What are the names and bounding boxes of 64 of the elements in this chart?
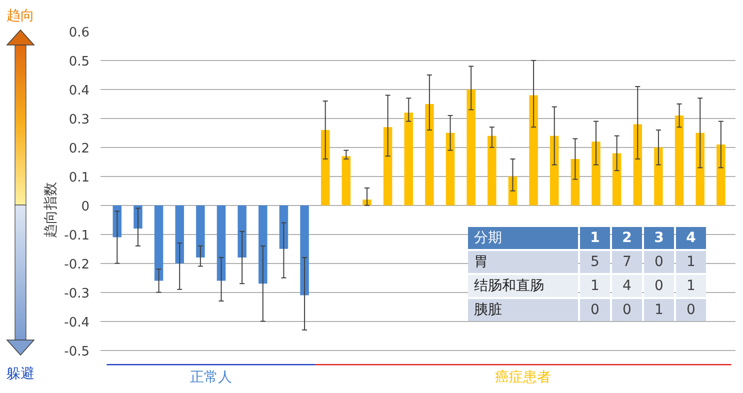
bar [320,130,330,206]
x-tick-label: 1 [580,227,610,249]
bar [592,142,600,206]
y-tick-label: -0.4 [64,315,90,330]
bar [570,159,580,206]
x-axis-title: 分期 [468,227,578,249]
bar [238,205,246,258]
bar [466,89,476,206]
x-tick-label: 3 [644,227,674,249]
bar [216,205,226,281]
data-label: 1 [676,275,706,297]
text: 趋向 [6,7,34,23]
bar [300,205,309,296]
data-label: 5 [580,251,610,273]
bar [674,116,684,206]
y-tick-label: 0.5 [68,54,90,70]
y-tick-label: 0.1 [68,170,90,186]
y-axis-title: 趋向指数 [43,182,60,238]
bar [446,132,455,206]
y-tick-label: -0.5 [64,344,90,360]
data-label: 0 [676,299,706,321]
bar [279,205,288,249]
data-label: 4 [612,275,642,297]
data-label: 7 [612,251,642,273]
data-label: 0 [612,299,642,321]
bar [258,205,268,284]
x-tick-label: 2 [612,227,642,249]
y-tick-label: 0.4 [68,83,90,98]
bar [716,144,726,206]
data-label: 0 [580,299,610,321]
bar [696,132,704,206]
y-tick-label: -0.2 [64,257,90,272]
bar [488,136,496,206]
y-tick-label: 结肠和直肠 [468,275,578,297]
data-label: 1 [644,299,674,321]
text: 癌症患者 [495,369,552,386]
bar [633,124,642,206]
bar [383,127,392,206]
y-tick-label: 0.6 [68,26,90,40]
y-tick-label: 胰脏 [468,299,578,321]
bar [529,95,538,206]
bar [196,205,205,258]
data-label: 0 [644,251,674,273]
y-tick-label: 0.3 [68,112,90,128]
text: 正常人 [190,369,232,386]
bar [550,136,559,206]
y-tick-label: 0.2 [68,141,90,156]
bar [654,147,663,206]
text: 躲避 [6,365,34,381]
bar [425,104,434,206]
y-tick-label: -0.3 [64,286,90,302]
y-tick-label: 0 [81,199,90,214]
bar [154,205,164,281]
y-tick-label: 胃 [468,251,578,273]
y-tick-label: -0.1 [64,228,90,244]
bar [404,112,414,206]
x-tick-label: 4 [676,227,706,249]
data-label: 1 [676,251,706,273]
data-label: 1 [580,275,610,297]
bar [508,176,518,206]
bar [342,156,351,206]
bar [175,205,184,264]
bar [612,153,622,206]
data-label: 0 [644,275,674,297]
